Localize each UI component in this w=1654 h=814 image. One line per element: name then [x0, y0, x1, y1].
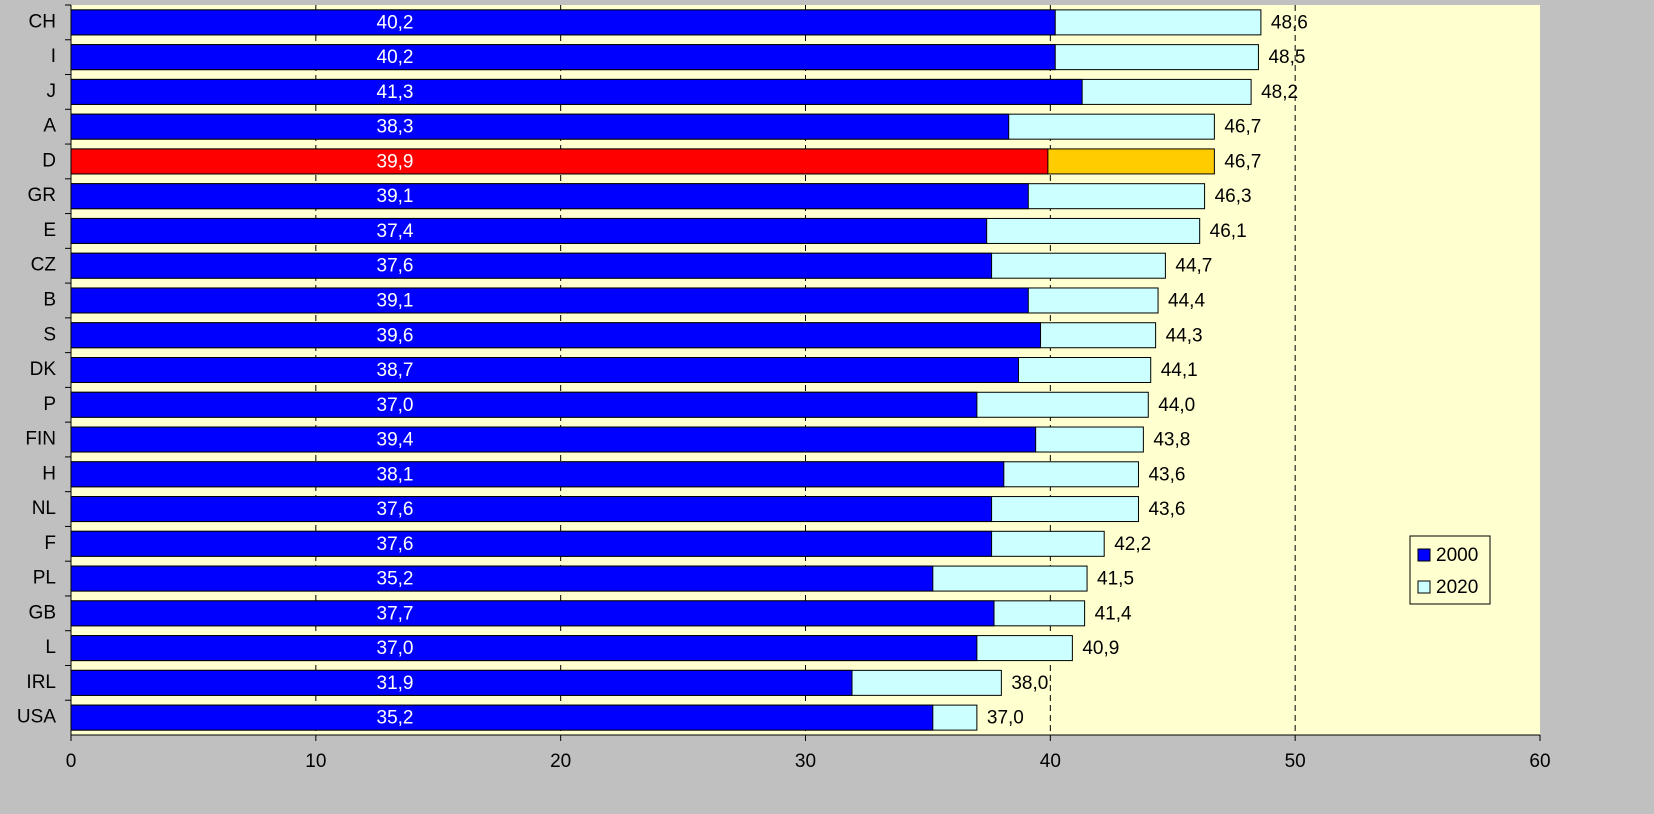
- y-tick-label: B: [43, 289, 56, 310]
- y-tick-label: H: [42, 463, 56, 484]
- y-tick-label: PL: [33, 568, 56, 589]
- bar: [70, 252, 993, 279]
- value-label: 37,6: [377, 534, 414, 555]
- value-label: 48,5: [1268, 47, 1305, 68]
- bar: [70, 496, 993, 523]
- bar: [70, 9, 1056, 36]
- value-label: 37,4: [377, 221, 414, 242]
- value-label: 41,5: [1097, 569, 1134, 590]
- value-label: 48,2: [1261, 82, 1298, 103]
- value-label: 39,9: [377, 151, 414, 172]
- bar: [70, 322, 1042, 349]
- value-label: 37,0: [987, 708, 1024, 729]
- value-label: 46,3: [1215, 186, 1252, 207]
- value-label: 31,9: [377, 673, 414, 694]
- value-label: 37,6: [377, 499, 414, 520]
- y-tick-label: L: [45, 637, 56, 658]
- bar: [70, 669, 853, 696]
- value-label: 46,7: [1224, 117, 1261, 138]
- y-tick-label: GB: [29, 602, 56, 623]
- y-tick-label: A: [43, 116, 56, 137]
- bar: [70, 113, 1010, 140]
- value-label: 40,9: [1082, 638, 1119, 659]
- value-label: 39,1: [377, 290, 414, 311]
- bar: [70, 217, 988, 244]
- y-tick-label: CZ: [31, 255, 57, 276]
- value-label: 38,0: [1011, 673, 1048, 694]
- bar: [70, 357, 1020, 383]
- y-tick-label: NL: [32, 498, 56, 519]
- value-label: 35,2: [377, 708, 414, 729]
- bar: [70, 530, 993, 557]
- legend-swatch: [1417, 580, 1431, 594]
- y-tick-label: J: [47, 81, 57, 102]
- bar: [70, 426, 1037, 453]
- bar: [70, 44, 1056, 71]
- x-tick-label: 10: [305, 751, 326, 772]
- value-label: 39,1: [377, 186, 414, 207]
- x-tick-label: 50: [1285, 751, 1306, 772]
- legend-swatch: [1417, 548, 1431, 562]
- bar: [70, 600, 995, 627]
- value-label: 44,0: [1158, 395, 1195, 416]
- x-tick-label: 30: [795, 751, 816, 772]
- y-tick-label: GR: [28, 185, 57, 206]
- y-tick-label: S: [43, 324, 56, 345]
- value-label: 40,2: [377, 12, 414, 33]
- value-label: 38,1: [377, 464, 414, 485]
- y-tick-label: E: [43, 220, 56, 241]
- value-label: 37,7: [377, 603, 414, 624]
- value-label: 39,4: [377, 430, 414, 451]
- value-label: 37,6: [377, 256, 414, 277]
- value-label: 41,4: [1095, 603, 1132, 624]
- value-label: 42,2: [1114, 534, 1151, 555]
- y-tick-label: D: [42, 150, 56, 171]
- value-label: 37,0: [377, 395, 414, 416]
- value-label: 43,8: [1153, 430, 1190, 451]
- y-tick-label: IRL: [26, 672, 56, 693]
- value-label: 43,6: [1148, 464, 1185, 485]
- value-label: 41,3: [377, 82, 414, 103]
- bar: [70, 461, 1005, 488]
- value-label: 44,1: [1161, 360, 1198, 381]
- y-tick-label: DK: [30, 359, 57, 380]
- value-label: 39,6: [377, 325, 414, 346]
- legend-label: 2000: [1436, 545, 1478, 566]
- bar: [70, 183, 1029, 210]
- value-label: 46,1: [1210, 221, 1247, 242]
- bar: [70, 391, 978, 418]
- value-label: 35,2: [377, 569, 414, 590]
- x-tick-label: 0: [66, 751, 77, 772]
- value-label: 38,7: [377, 360, 414, 381]
- bar: [70, 78, 1083, 105]
- value-label: 40,2: [377, 47, 414, 68]
- value-label: 44,7: [1175, 256, 1212, 277]
- value-label: 44,3: [1166, 325, 1203, 346]
- bar: [70, 148, 1049, 175]
- y-tick-label: F: [44, 533, 56, 554]
- x-tick-label: 40: [1040, 751, 1061, 772]
- bar: [70, 287, 1029, 314]
- value-label: 43,6: [1148, 499, 1185, 520]
- value-label: 48,6: [1271, 12, 1308, 33]
- value-label: 38,3: [377, 117, 414, 138]
- x-tick-label: 60: [1529, 751, 1550, 772]
- value-label: 44,4: [1168, 290, 1205, 311]
- bar: [70, 565, 934, 592]
- legend-box: [1409, 535, 1491, 605]
- bar: [70, 704, 934, 731]
- x-tick-label: 20: [550, 751, 571, 772]
- y-tick-label: P: [43, 394, 56, 415]
- legend-label: 2020: [1436, 577, 1478, 598]
- value-label: 46,7: [1224, 151, 1261, 172]
- y-tick-label: CH: [29, 11, 56, 32]
- value-label: 37,0: [377, 638, 414, 659]
- bar: [70, 635, 978, 662]
- y-tick-label: USA: [17, 707, 56, 728]
- y-tick-label: FIN: [25, 429, 56, 450]
- y-tick-label: I: [51, 46, 56, 67]
